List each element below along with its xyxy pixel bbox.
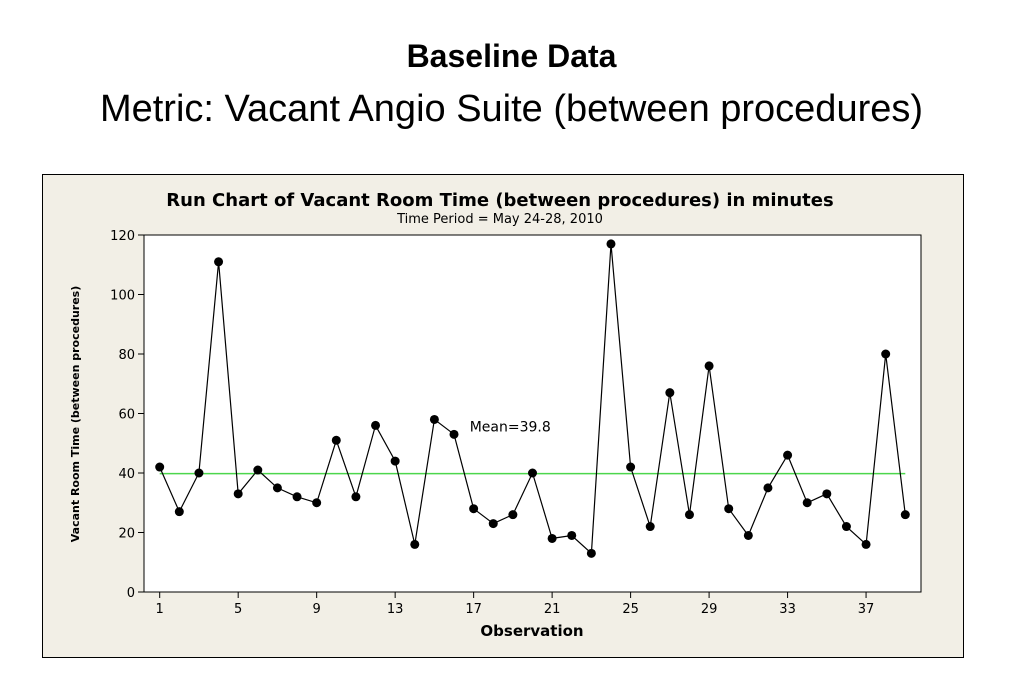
x-tick-label: 37: [858, 602, 875, 617]
y-tick-label: 120: [110, 229, 135, 244]
x-tick-label: 17: [465, 602, 482, 617]
run-chart: Run Chart of Vacant Room Time (between p…: [42, 174, 964, 658]
data-point: [822, 489, 832, 499]
data-point: [547, 533, 557, 543]
data-point: [390, 456, 400, 466]
x-tick-label: 9: [313, 602, 321, 617]
data-points: [155, 239, 910, 558]
data-point: [214, 257, 224, 267]
x-tick-label: 1: [156, 602, 164, 617]
data-point: [743, 530, 753, 540]
data-point: [665, 388, 675, 398]
mean-label: Mean=39.8: [470, 420, 551, 436]
chart-title: Run Chart of Vacant Room Time (between p…: [166, 190, 833, 211]
y-tick-label: 80: [118, 348, 135, 363]
data-point: [586, 548, 596, 558]
y-axis: 0 20 40 60 80 100 120: [110, 229, 144, 601]
data-point: [194, 468, 204, 478]
x-tick-label: 21: [544, 602, 561, 617]
slide-subtitle: Metric: Vacant Angio Suite (between proc…: [99, 88, 924, 130]
data-point: [684, 510, 694, 520]
data-point: [312, 498, 322, 508]
x-tick-label: 13: [387, 602, 404, 617]
data-point: [645, 522, 655, 532]
y-tick-label: 100: [110, 289, 135, 304]
data-point: [331, 435, 341, 445]
data-point: [724, 504, 734, 514]
data-point: [704, 361, 714, 371]
x-tick-label: 29: [701, 602, 718, 617]
data-point: [881, 349, 891, 359]
data-point: [174, 507, 184, 517]
y-axis-label: Vacant Room Time (between procedures): [69, 286, 82, 542]
y-tick-label: 0: [127, 586, 135, 601]
data-point: [449, 429, 459, 439]
x-axis: 1 5 9 13 17 21 25 29 33 37: [156, 592, 875, 617]
data-point: [253, 465, 263, 475]
data-point: [606, 239, 616, 249]
data-point: [429, 414, 439, 424]
x-tick-label: 25: [622, 602, 639, 617]
x-tick-label: 33: [779, 602, 796, 617]
data-point: [488, 519, 498, 529]
data-point: [567, 530, 577, 540]
x-axis-label: Observation: [480, 622, 583, 640]
data-point: [783, 450, 793, 460]
data-point: [861, 539, 871, 549]
data-point: [469, 504, 479, 514]
data-point: [233, 489, 243, 499]
data-point: [763, 483, 773, 493]
data-point: [626, 462, 636, 472]
data-point: [351, 492, 361, 502]
plot-area: [143, 234, 922, 593]
y-tick-label: 40: [118, 467, 135, 482]
data-point: [410, 539, 420, 549]
data-point: [371, 420, 381, 430]
y-tick-label: 60: [118, 408, 135, 423]
chart-subtitle: Time Period = May 24-28, 2010: [396, 212, 603, 227]
y-tick-label: 20: [118, 527, 135, 542]
data-point: [900, 510, 910, 520]
slide-title: Baseline Data: [406, 38, 617, 74]
data-point: [802, 498, 812, 508]
data-point: [292, 492, 302, 502]
x-tick-label: 5: [234, 602, 242, 617]
data-point: [528, 468, 537, 478]
data-point: [155, 462, 165, 472]
data-point: [508, 510, 518, 520]
data-point: [841, 522, 851, 532]
data-point: [272, 483, 282, 493]
